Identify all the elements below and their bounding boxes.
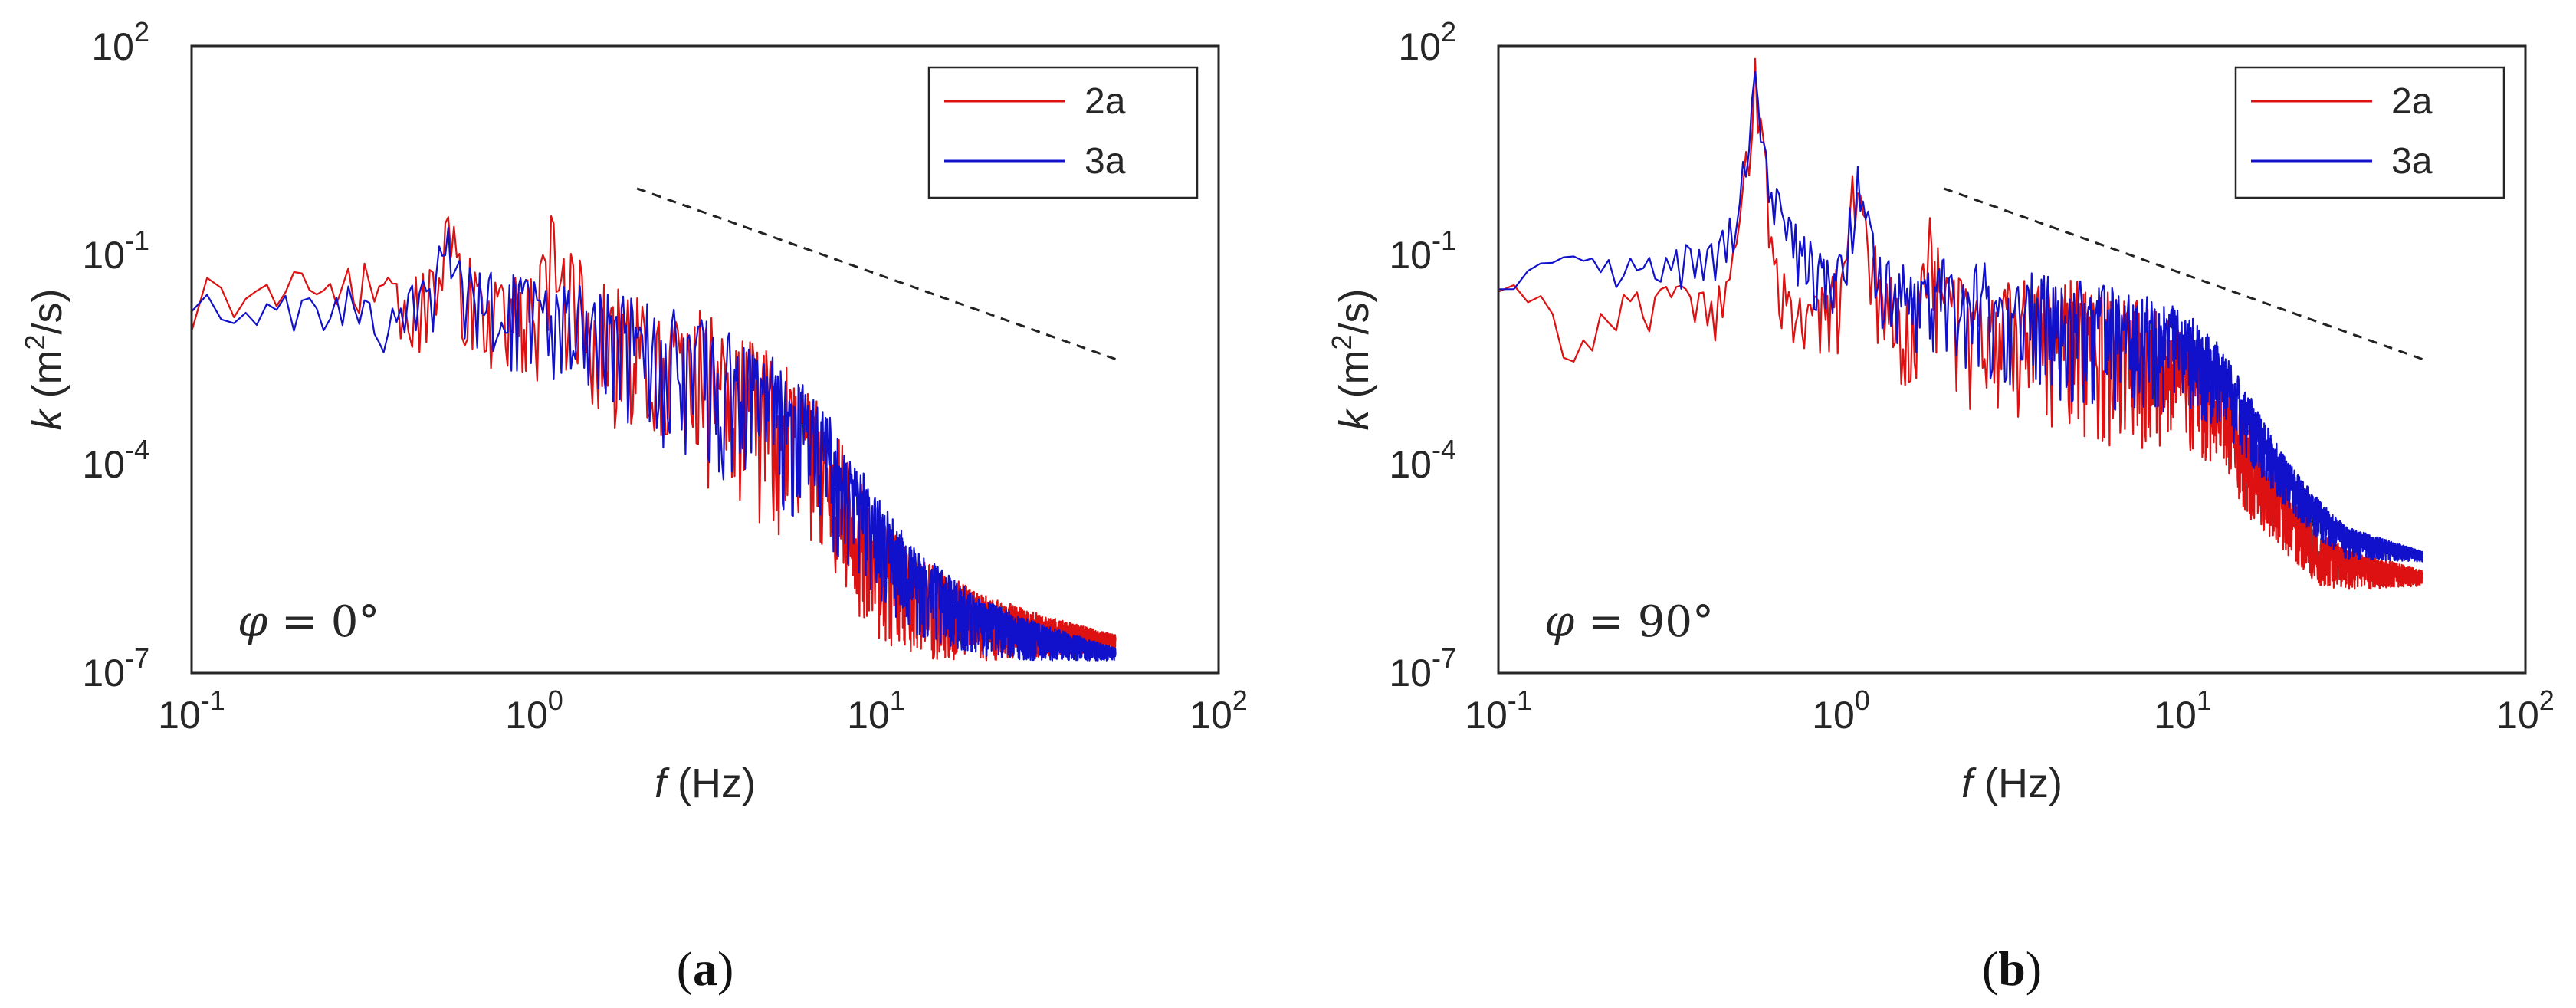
- x-axis-label-a: f (Hz): [655, 760, 756, 806]
- caption-b: (b): [1982, 941, 2042, 996]
- legend-b: 2a 3a: [2234, 66, 2505, 199]
- legend-box-a: [927, 66, 1199, 199]
- series-line-2a-a: [190, 215, 1117, 662]
- caption-a: (a): [677, 941, 734, 996]
- legend-label-2a-a: 2a: [1085, 81, 1126, 122]
- ytick-a-0: 10-7: [82, 642, 149, 694]
- axes-frame-a: [190, 44, 1220, 675]
- xtick-b-0: 10-1: [1465, 685, 1532, 737]
- xtick-b-2: 101: [2154, 685, 2212, 737]
- angle-annotation-b: φ = 90°: [1544, 597, 1714, 647]
- legend-label-2a-b: 2a: [2391, 81, 2433, 122]
- xtick-b-3: 102: [2496, 685, 2555, 737]
- x-axis-label-b: f (Hz): [1961, 760, 2062, 806]
- y-axis-label-a: k (m2/s): [19, 289, 71, 431]
- xtick-a-0: 10-1: [158, 685, 225, 737]
- ytick-a-3: 102: [91, 16, 149, 68]
- ytick-b-3: 102: [1398, 16, 1456, 68]
- axes-frame-b: [1497, 44, 2527, 675]
- series-layer-a: [190, 215, 1117, 662]
- chart-panel-a: 10-7 10-4 10-1 102 10-1 100 101 102 f (H…: [19, 16, 1248, 996]
- angle-annotation-a: φ = 0°: [238, 597, 379, 647]
- series-line-2a-b: [1498, 57, 2423, 590]
- xtick-a-2: 101: [847, 685, 905, 737]
- xtick-a-3: 102: [1190, 685, 1248, 737]
- ytick-a-2: 10-1: [82, 225, 149, 277]
- ytick-b-2: 10-1: [1389, 225, 1456, 277]
- reference-dashed-line-a: [636, 187, 1117, 360]
- legend-label-3a-b: 3a: [2391, 141, 2433, 182]
- series-layer-b: [1498, 57, 2423, 590]
- xtick-a-1: 100: [505, 685, 563, 737]
- reference-dashed-line-b: [1943, 187, 2423, 360]
- series-line-3a-a: [191, 226, 1117, 662]
- ytick-b-0: 10-7: [1389, 642, 1456, 694]
- xtick-b-1: 100: [1812, 685, 1870, 737]
- legend-a: 2a 3a: [927, 66, 1199, 199]
- y-axis-label-b: k (m2/s): [1326, 289, 1377, 431]
- legend-box-b: [2234, 66, 2505, 199]
- series-line-3a-b: [1498, 71, 2423, 563]
- legend-label-3a-a: 3a: [1085, 141, 1126, 182]
- ytick-b-1: 10-4: [1389, 434, 1456, 486]
- ytick-a-1: 10-4: [82, 434, 149, 486]
- chart-panel-b: 10-7 10-4 10-1 102 10-1 100 101 102 f (H…: [1326, 16, 2555, 996]
